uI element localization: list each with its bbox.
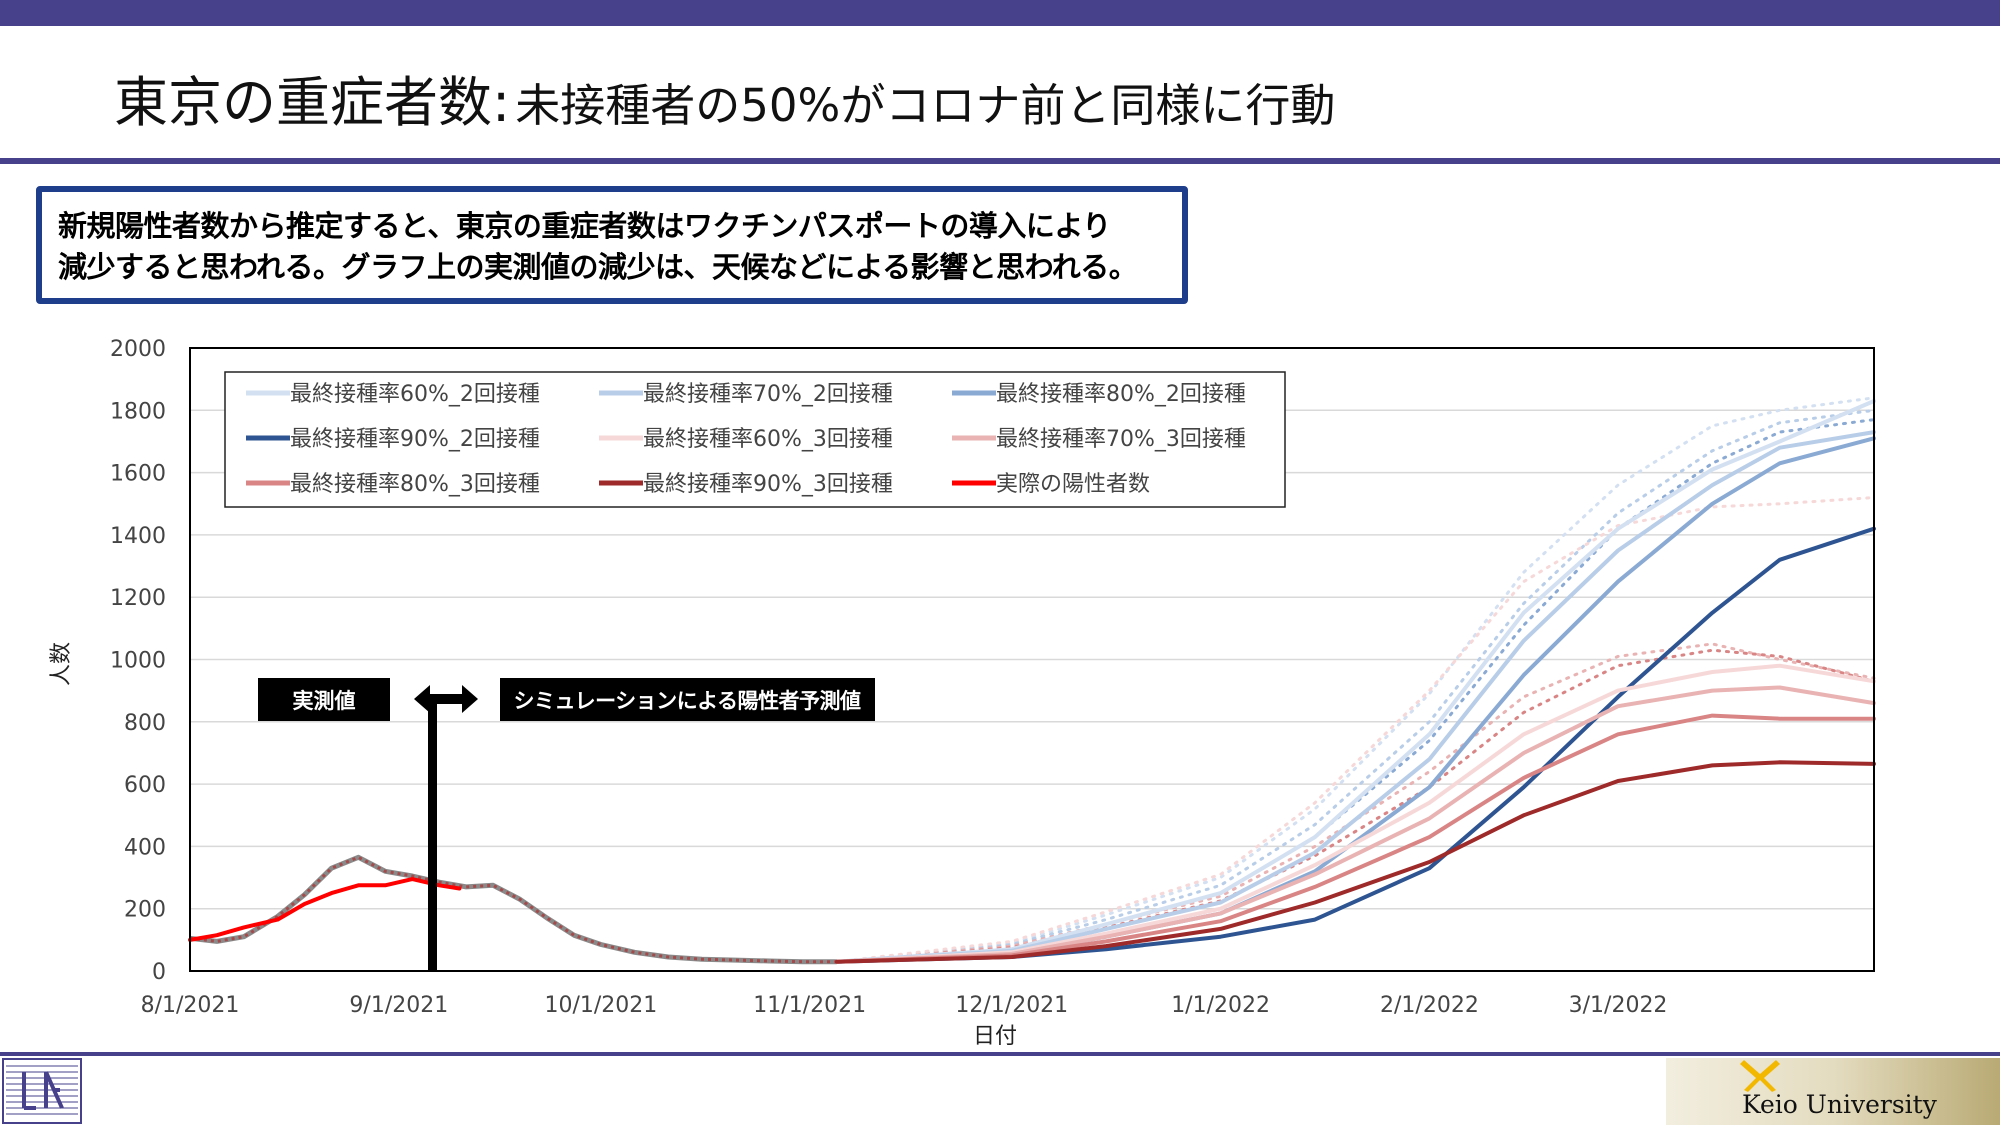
- legend-label: 最終接種率60%_3回接種: [643, 427, 893, 452]
- severe-cases-chart: 0 200 400 600 800 1000 1200 1400 1600 1800 2000 8/…: [49, 337, 1876, 1049]
- y-tick-label: 600: [124, 773, 166, 798]
- series-line: [835, 396, 1876, 964]
- series-line: [835, 648, 1876, 964]
- y-tick-label: 800: [124, 711, 166, 736]
- plot-area-border: [189, 347, 1875, 972]
- y-tick-label: 1600: [110, 462, 166, 487]
- measured-label-box: [258, 678, 390, 721]
- x-tick-label: 10/1/2021: [544, 993, 657, 1018]
- x-tick-label: 1/1/2022: [1171, 993, 1270, 1018]
- callout-line-2: 減少すると思われる。グラフ上の実測値の減少は、天候などによる影響と思われる。: [58, 250, 1138, 284]
- x-tick-label: 8/1/2021: [141, 993, 240, 1018]
- y-tick-label: 1000: [110, 649, 166, 674]
- x-tick-labels: 8/1/2021 9/1/2021 10/1/2021 11/1/2021 12/1/2…: [141, 993, 1668, 1018]
- legend-label: 最終接種率90%_3回接種: [643, 472, 893, 497]
- keio-university-logo: Keio University: [1666, 1058, 2000, 1125]
- series-lines: [188, 396, 1876, 965]
- y-tick-label: 400: [124, 835, 166, 860]
- x-tick-label: 11/1/2021: [753, 993, 866, 1018]
- legend-label: 最終接種率80%_2回接種: [996, 382, 1246, 407]
- title-divider: [0, 158, 2000, 164]
- keio-pen-mark: [1740, 1060, 1780, 1092]
- y-tick-label: 1200: [110, 586, 166, 611]
- x-axis-label: 日付: [973, 1024, 1017, 1049]
- simulated-label-box: [500, 678, 875, 721]
- measured-simulated-divider: [428, 699, 437, 971]
- y-tick-label: 2000: [110, 337, 166, 362]
- callout-box: 新規陽性者数から推定すると、東京の重症者数はワクチンパスポートの導入により 減少…: [36, 186, 1188, 304]
- legend-label: 最終接種率80%_3回接種: [290, 472, 540, 497]
- y-tick-label: 1800: [110, 399, 166, 424]
- title-main: 東京の重症者数:: [114, 71, 511, 134]
- x-tick-label: 2/1/2022: [1380, 993, 1479, 1018]
- series-line: [834, 663, 1876, 964]
- legend-label: 最終接種率90%_2回接種: [290, 427, 540, 452]
- x-tick-label: 3/1/2022: [1569, 993, 1668, 1018]
- legend: 最終接種率60%_2回接種 最終接種率70%_2回接種 最終接種率80%_2回接種最…: [224, 371, 1286, 508]
- legend-label: 最終接種率70%_2回接種: [643, 382, 893, 407]
- legend-label: 最終接種率60%_2回接種: [290, 382, 540, 407]
- x-tick-label: 12/1/2021: [955, 993, 1068, 1018]
- measured-annotation: 実測値 シミュレーションによる陽性者予測値: [258, 678, 875, 971]
- callout-line-1: 新規陽性者数から推定すると、東京の重症者数はワクチンパスポートの導入により: [58, 209, 1111, 243]
- slide-title: 東京の重症者数: 未接種者の50%がコロナ前と同様に行動: [114, 58, 1335, 137]
- legend-box: [224, 371, 1286, 508]
- title-sub: 未接種者の50%がコロナ前と同様に行動: [515, 79, 1336, 132]
- series-line: [834, 760, 1876, 964]
- double-arrow: [414, 685, 478, 713]
- x-tick-label: 9/1/2021: [349, 993, 448, 1018]
- y-tick-label: 200: [124, 898, 166, 923]
- series-line: [835, 496, 1876, 964]
- simulated-label: シミュレーションによる陽性者予測値: [513, 689, 861, 713]
- keio-university-text: Keio University: [1742, 1090, 1937, 1119]
- series-line: [835, 408, 1876, 964]
- series-line: [834, 399, 1876, 964]
- series-line: [835, 418, 1876, 964]
- lab-logo: [2, 1058, 82, 1124]
- series-line: [834, 526, 1876, 964]
- history-line-grey: [189, 854, 837, 965]
- y-tick-label: 0: [152, 960, 166, 985]
- measured-label: 実測値: [293, 689, 356, 713]
- legend-label: 最終接種率70%_3回接種: [996, 427, 1246, 452]
- y-axis-label: 人数: [49, 642, 74, 686]
- series-line: [834, 430, 1876, 964]
- series-line: [834, 713, 1876, 964]
- legend-label: 実際の陽性者数: [996, 472, 1150, 497]
- y-tick-labels: 0 200 400 600 800 1000 1200 1400 1600 1800 2000: [110, 337, 166, 985]
- series-line: [835, 642, 1876, 964]
- footer-divider: [0, 1052, 2000, 1056]
- series-line: [834, 436, 1876, 964]
- series-line: [188, 877, 462, 942]
- series-line: [834, 685, 1876, 964]
- y-tick-label: 1400: [110, 524, 166, 549]
- history-line-red: [189, 855, 837, 964]
- top-band: [0, 0, 2000, 26]
